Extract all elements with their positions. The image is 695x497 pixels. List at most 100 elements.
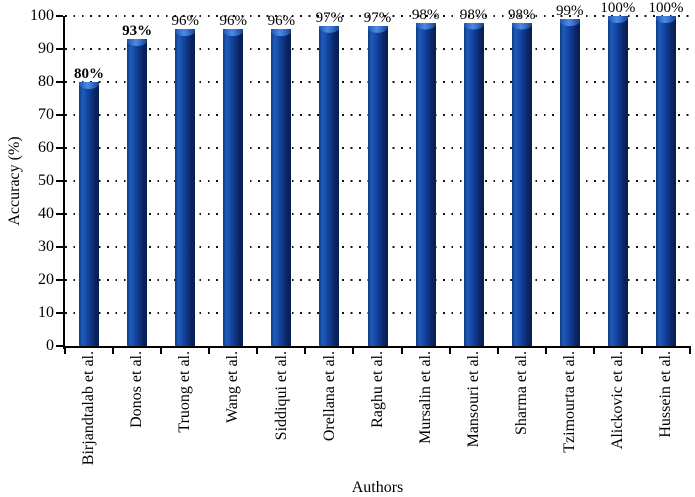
x-axis-tick	[689, 348, 691, 354]
y-axis-tick	[56, 246, 63, 248]
x-axis-tick	[640, 348, 643, 354]
bar	[127, 39, 148, 346]
x-axis-tick	[592, 348, 595, 354]
x-axis-tick	[352, 348, 355, 354]
x-category-label: Birjandtalab et al.	[80, 351, 98, 466]
y-tick-label: 30	[38, 238, 54, 255]
bar-cap	[175, 29, 196, 37]
y-tick-label: 100	[30, 7, 54, 24]
y-axis-tick	[56, 147, 63, 149]
x-category-label: Hussein et al.	[657, 351, 675, 438]
y-axis-tick	[56, 213, 63, 215]
x-category-label: Wang et al.	[224, 351, 242, 424]
x-category-label: Sharma et al.	[512, 351, 530, 435]
bar-cap	[79, 82, 100, 89]
bar-value-label: 96%	[219, 13, 248, 30]
x-axis-tick	[304, 348, 307, 354]
x-axis-tick	[256, 348, 259, 354]
y-tick-label: 60	[38, 139, 54, 156]
bar	[415, 22, 436, 346]
bar-value-label: 97%	[363, 9, 392, 26]
bar-cap	[655, 16, 676, 23]
bar	[655, 16, 676, 346]
bar	[223, 29, 244, 346]
y-axis-tick	[56, 345, 63, 347]
bar-value-label: 93%	[122, 23, 153, 40]
y-axis-tick	[56, 81, 63, 83]
x-category-label: Orellana et al.	[320, 351, 338, 442]
x-category-cell: Raghu et al.	[353, 351, 401, 478]
y-axis-tick	[56, 48, 63, 50]
x-axis-tick	[64, 348, 66, 354]
x-axis-tick	[448, 348, 451, 354]
x-category-cell: Siddiqui et al.	[257, 351, 305, 478]
x-axis-tick	[496, 348, 499, 354]
plot-area: 80% 93% 96% 96% 96% 97% 97% 98% 98% 98% 99% 100% 100…	[65, 0, 690, 346]
y-tick-label: 0	[46, 337, 54, 354]
y-tick-label: 20	[38, 271, 54, 288]
bar	[607, 16, 628, 346]
bar-value-label: 98%	[411, 6, 440, 23]
x-category-label: Truong et al.	[176, 351, 194, 433]
y-axis-tick	[56, 279, 63, 281]
bar-value-label: 80%	[74, 66, 105, 82]
bar	[79, 82, 100, 346]
bar-cap	[223, 29, 244, 37]
gridline	[65, 15, 690, 17]
bar-value-label: 98%	[459, 6, 488, 23]
x-category-cell: Donos et al.	[113, 351, 161, 478]
bar-cap	[319, 25, 340, 33]
y-tick-label: 70	[38, 106, 54, 123]
y-axis-tick	[56, 15, 63, 17]
x-category-cell: Orellana et al.	[305, 351, 353, 478]
x-axis-tick	[400, 348, 403, 354]
x-category-cell: Birjandtalab et al.	[65, 351, 113, 478]
bar	[511, 22, 532, 346]
bar-cap	[511, 22, 532, 30]
x-axis-tick	[160, 348, 163, 354]
x-axis-tick	[208, 348, 211, 354]
x-category-cell: Truong et al.	[161, 351, 209, 478]
bar-cap	[367, 25, 388, 33]
bar	[463, 22, 484, 346]
bar-value-label: 97%	[315, 9, 344, 26]
bar-cap	[607, 16, 628, 23]
x-category-labels: Birjandtalab et al. Donos et al. Truong et…	[65, 351, 690, 478]
y-axis-tick	[56, 312, 63, 314]
y-axis-line	[63, 16, 65, 349]
x-axis-title: Authors	[351, 479, 404, 496]
x-category-cell: Sharma et al.	[498, 351, 546, 478]
x-category-cell: Hussein et al.	[642, 351, 690, 478]
x-category-label: Mansouri et al.	[464, 351, 482, 448]
bar-value-label: 100%	[600, 0, 636, 16]
bar-cap	[463, 22, 484, 30]
x-category-label: Alickovic et al.	[609, 351, 627, 450]
y-tick-label: 40	[38, 205, 54, 222]
x-category-cell: Wang et al.	[209, 351, 257, 478]
bar-value-label: 96%	[171, 13, 199, 30]
y-axis-tick	[56, 180, 63, 182]
bar	[319, 25, 340, 346]
bar-value-label: 100%	[648, 0, 684, 16]
bar-cap	[127, 39, 148, 47]
bar-cap	[415, 22, 436, 30]
y-axis-tick	[56, 114, 63, 116]
bar	[367, 25, 388, 346]
x-category-label: Tzimourta et al.	[561, 351, 579, 453]
x-category-label: Mursalin et al.	[416, 351, 434, 444]
x-category-cell: Alickovic et al.	[594, 351, 642, 478]
x-category-label: Raghu et al.	[368, 351, 386, 428]
x-category-label: Siddiqui et al.	[272, 351, 290, 441]
x-category-cell: Mursalin et al.	[402, 351, 450, 478]
x-category-cell: Mansouri et al.	[450, 351, 498, 478]
x-axis-line	[63, 346, 691, 348]
bar	[559, 19, 580, 346]
x-category-label: Donos et al.	[128, 351, 146, 428]
bar-value-label: 99%	[556, 3, 584, 20]
bar-value-label: 98%	[507, 6, 536, 23]
x-category-cell: Tzimourta et al.	[546, 351, 594, 478]
y-tick-label: 50	[38, 172, 54, 189]
bar-value-label: 96%	[267, 13, 296, 30]
bar	[271, 29, 292, 346]
